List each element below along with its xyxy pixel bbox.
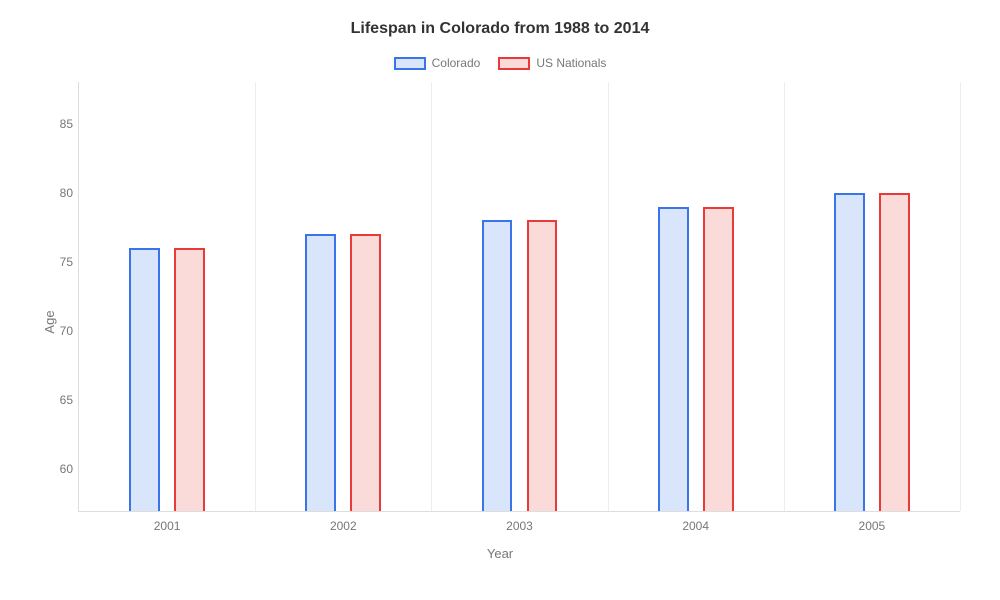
bar	[527, 220, 558, 511]
x-tick-label: 2005	[859, 519, 886, 533]
legend-swatch	[394, 57, 426, 70]
legend-item-colorado: Colorado	[394, 56, 481, 70]
chart-title: Lifespan in Colorado from 1988 to 2014	[30, 20, 970, 38]
x-tick-label: 2001	[154, 519, 181, 533]
bar	[350, 234, 381, 511]
legend-label: Colorado	[432, 56, 481, 70]
gridline	[608, 82, 609, 511]
x-tick-label: 2002	[330, 519, 357, 533]
gridline	[960, 82, 961, 511]
legend-swatch	[498, 57, 530, 70]
plot-area: 20012002200320042005606570758085	[78, 82, 960, 512]
gridline	[431, 82, 432, 511]
bar	[834, 193, 865, 511]
y-tick-label: 85	[43, 117, 73, 131]
y-tick-label: 80	[43, 186, 73, 200]
bar	[658, 207, 689, 511]
bar	[174, 248, 205, 511]
chart-container: Lifespan in Colorado from 1988 to 2014 C…	[0, 0, 1000, 600]
bar	[482, 220, 513, 511]
y-tick-label: 60	[43, 462, 73, 476]
y-tick-label: 65	[43, 393, 73, 407]
legend-label: US Nationals	[536, 56, 606, 70]
legend: Colorado US Nationals	[30, 56, 970, 70]
gridline	[255, 82, 256, 511]
x-tick-label: 2004	[682, 519, 709, 533]
legend-item-us-nationals: US Nationals	[498, 56, 606, 70]
bar	[879, 193, 910, 511]
y-tick-label: 70	[43, 324, 73, 338]
bar	[703, 207, 734, 511]
bar	[129, 248, 160, 511]
gridline	[784, 82, 785, 511]
x-axis-label: Year	[30, 546, 970, 561]
bar	[305, 234, 336, 511]
y-tick-label: 75	[43, 255, 73, 269]
x-tick-label: 2003	[506, 519, 533, 533]
